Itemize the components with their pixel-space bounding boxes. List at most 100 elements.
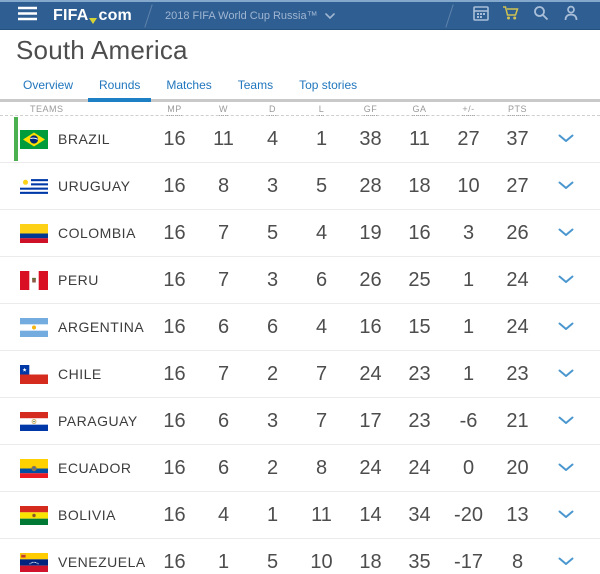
flag-colombia-icon [20,223,48,243]
goal-diff-value: 1 [462,315,475,338]
table-row-uruguay[interactable]: URUGUAY 16 8 3 5 28 18 10 27 [0,163,600,210]
goals-against-value: 23 [408,362,431,385]
team-cell: PARAGUAY [0,411,150,431]
expand-row-button[interactable] [558,224,574,242]
points-value: 20 [506,456,529,479]
expand-row-button[interactable] [558,271,574,289]
goals-against-value: 35 [408,550,431,573]
account-button[interactable] [556,4,586,28]
tab-rounds[interactable]: Rounds [86,73,153,102]
fifa-logo-com-text: com [98,6,132,24]
qualified-indicator [14,117,18,161]
matches-played-value: 16 [163,503,186,526]
table-row-peru[interactable]: PERU 16 7 3 6 26 25 1 24 [0,257,600,304]
expand-row-button[interactable] [558,318,574,336]
team-cell: PERU [0,270,150,290]
expand-row-button[interactable] [558,365,574,383]
table-row-bolivia[interactable]: BOLIVIA 16 4 1 11 14 34 -20 13 [0,492,600,539]
draws-value: 1 [266,503,279,526]
goals-against-value: 16 [408,221,431,244]
losses-value: 4 [315,315,328,338]
column-header-teams: TEAMS [30,104,64,114]
goals-against-value: 23 [408,409,431,432]
flag-peru-icon [20,270,48,290]
fifa-logo-dot-icon [89,17,98,24]
cart-button[interactable] [496,4,526,28]
table-row-argentina[interactable]: ARGENTINA 16 6 6 4 16 15 1 24 [0,304,600,351]
team-name: COLOMBIA [58,225,136,241]
search-button[interactable] [526,4,556,28]
menu-button[interactable] [18,6,37,26]
team-cell: VENEZUELA [0,552,150,572]
goals-for-value: 24 [359,362,382,385]
team-name: ECUADOR [58,460,132,476]
column-header-l: L [318,104,325,116]
losses-value: 8 [315,456,328,479]
wins-value: 4 [217,503,230,526]
flag-ecuador-icon [20,458,48,478]
goal-diff-value: 3 [462,221,475,244]
column-header-diff: +/- [462,104,475,116]
tab-matches[interactable]: Matches [166,78,212,92]
expand-row-button[interactable] [558,459,574,477]
team-cell: ECUADOR [0,458,150,478]
tab-top-stories[interactable]: Top stories [299,78,358,92]
matches-played-value: 16 [163,127,186,150]
matches-played-value: 16 [163,456,186,479]
tab-teams[interactable]: Teams [237,78,274,92]
expand-row-button[interactable] [558,553,574,571]
wins-value: 6 [217,456,230,479]
draws-value: 2 [266,362,279,385]
table-row-ecuador[interactable]: ECUADOR 16 6 2 8 24 24 0 20 [0,445,600,492]
flag-argentina-icon [20,317,48,337]
flag-paraguay-icon [20,411,48,431]
hamburger-icon [18,6,37,26]
expand-row-button[interactable] [558,506,574,524]
draws-value: 5 [266,550,279,573]
fifa-logo[interactable]: FIFA com [53,7,132,25]
losses-value: 10 [310,550,333,573]
column-header-d: D [269,104,276,116]
goal-diff-value: -17 [454,550,483,573]
divider [144,3,153,28]
team-cell: BRAZIL [0,129,150,149]
matches-played-value: 16 [163,362,186,385]
table-row-brazil[interactable]: BRAZIL 16 11 4 1 38 11 27 37 [0,116,600,163]
fifa-logo-text: FIFA [53,6,89,24]
losses-value: 7 [315,409,328,432]
table-row-colombia[interactable]: COLOMBIA 16 7 5 4 19 16 3 26 [0,210,600,257]
table-row-paraguay[interactable]: PARAGUAY 16 6 3 7 17 23 -6 21 [0,398,600,445]
expand-row-button[interactable] [558,412,574,430]
flag-chile-icon [20,364,48,384]
team-name: BOLIVIA [58,507,116,523]
chevron-down-icon [558,553,574,571]
team-name: PERU [58,272,99,288]
matches-played-value: 16 [163,268,186,291]
competition-selector[interactable]: 2018 FIFA World Cup Russia™ [165,10,335,22]
goal-diff-value: 10 [457,174,480,197]
table-header-row: TEAMS MP W D L GF GA +/- PTS [0,102,600,116]
draws-value: 3 [266,174,279,197]
wins-value: 7 [217,268,230,291]
team-name: PARAGUAY [58,413,138,429]
column-header-mp: MP [167,104,182,116]
table-row-chile[interactable]: CHILE 16 7 2 7 24 23 1 23 [0,351,600,398]
tab-overview[interactable]: Overview [23,78,74,92]
table-row-venezuela[interactable]: VENEZUELA 16 1 5 10 18 35 -17 8 [0,539,600,574]
expand-row-button[interactable] [558,177,574,195]
wins-value: 6 [217,409,230,432]
matches-played-value: 16 [163,315,186,338]
chevron-down-icon [558,130,574,148]
table-body: BRAZIL 16 11 4 1 38 11 27 37 URUGUAY 16 … [0,116,600,574]
calendar-button[interactable] [466,4,496,28]
chevron-down-icon [558,412,574,430]
team-cell: URUGUAY [0,176,150,196]
team-cell: BOLIVIA [0,505,150,525]
draws-value: 2 [266,456,279,479]
expand-row-button[interactable] [558,130,574,148]
draws-value: 6 [266,315,279,338]
calendar-icon [473,5,489,26]
goals-against-value: 25 [408,268,431,291]
goals-for-value: 17 [359,409,382,432]
chevron-down-icon [558,459,574,477]
